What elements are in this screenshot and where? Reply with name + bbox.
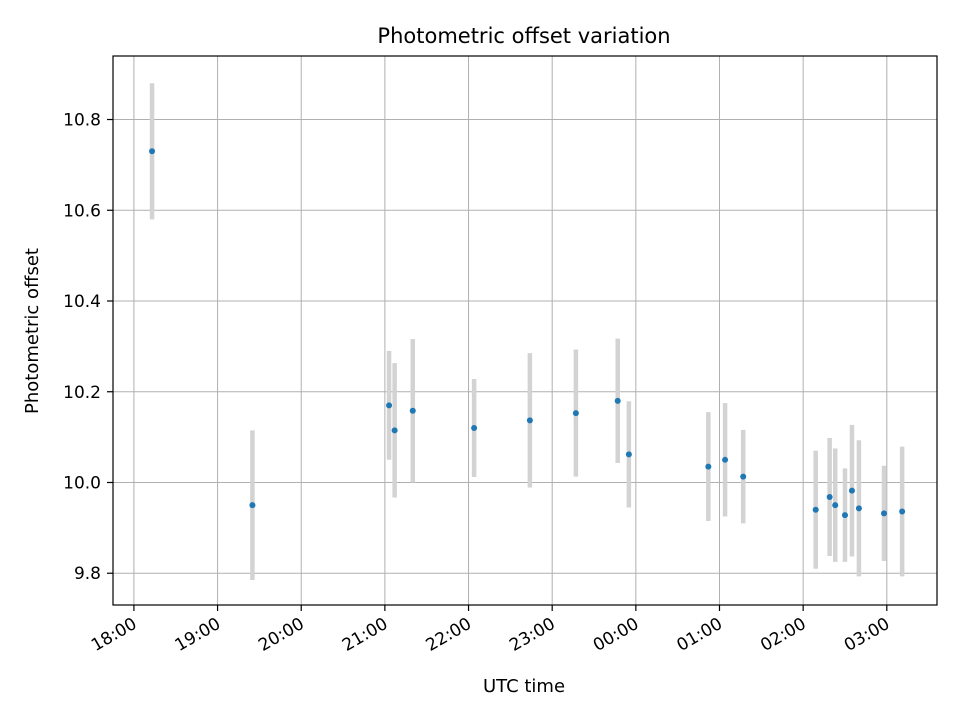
data-point [848, 487, 855, 494]
data-point [855, 505, 862, 512]
data-point [826, 494, 833, 501]
data-point [625, 451, 632, 458]
x-tick-label: 02:00 [757, 614, 809, 656]
data-point [386, 402, 393, 409]
x-tick-label: 01:00 [674, 614, 726, 656]
x-tick-label: 21:00 [339, 614, 391, 656]
data-point [881, 510, 888, 517]
chart-title: Photometric offset variation [377, 24, 670, 48]
y-tick-label: 10.8 [63, 111, 101, 131]
x-tick-label: 00:00 [590, 614, 642, 656]
data-point [705, 463, 712, 470]
x-tick-label: 19:00 [172, 614, 224, 656]
data-point [899, 508, 906, 515]
y-axis-ticks: 9.8 10.0 10.2 10.4 10.6 10.8 [63, 111, 113, 584]
data-point [572, 410, 579, 417]
x-axis-label: UTC time [483, 676, 565, 697]
y-tick-label: 9.8 [74, 564, 101, 584]
data-point [391, 427, 398, 434]
data-point [740, 473, 747, 480]
data-point [409, 407, 416, 414]
plot-frame [112, 55, 938, 606]
x-tick-label: 23:00 [506, 614, 558, 656]
x-tick-label: 20:00 [255, 614, 307, 656]
data-point [471, 425, 478, 432]
y-tick-label: 10.6 [63, 201, 101, 221]
grid [113, 56, 937, 605]
data-point [149, 148, 156, 155]
data-point [841, 512, 848, 519]
data-point [722, 456, 729, 463]
x-axis-ticks: 18:00 19:00 20:00 21:00 22:00 23:00 00:00 01:00… [88, 605, 893, 656]
y-tick-label: 10.0 [63, 473, 101, 493]
y-axis-label: Photometric offset [22, 248, 43, 414]
data-point [832, 502, 839, 509]
data-point [249, 502, 256, 509]
x-tick-label: 22:00 [423, 614, 475, 656]
y-tick-label: 10.2 [63, 383, 101, 403]
y-tick-label: 10.4 [63, 292, 101, 312]
x-tick-label: 03:00 [841, 614, 893, 656]
data-point [812, 506, 819, 513]
data-point [526, 417, 533, 424]
data-point [614, 397, 621, 404]
data-points [149, 148, 906, 519]
x-tick-label: 18:00 [88, 614, 140, 656]
error-bars [149, 83, 905, 581]
